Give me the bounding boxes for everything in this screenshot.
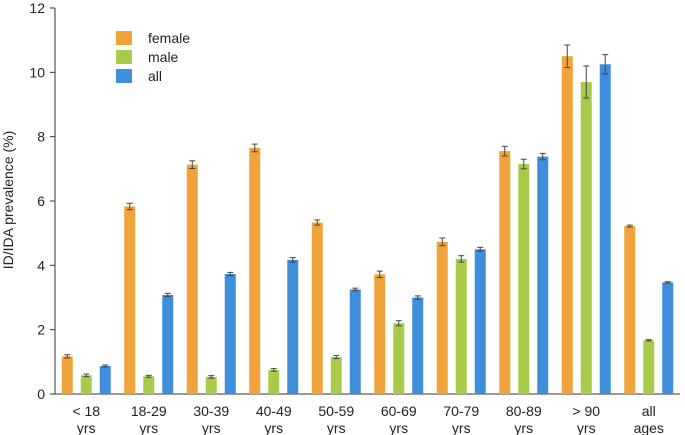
bar-all	[412, 297, 424, 394]
bar-group	[61, 354, 111, 394]
bar-all	[224, 274, 236, 394]
x-tick-label: 30-39 yrs	[193, 403, 229, 435]
chart-legend: female male all	[116, 30, 190, 84]
y-tick-label: 0	[37, 386, 45, 402]
y-tick-label: 12	[29, 0, 45, 16]
bar-group	[186, 160, 236, 394]
bar-female	[561, 56, 573, 394]
bar-group	[374, 270, 424, 394]
x-tick-label: 18-29 yrs	[131, 403, 167, 435]
x-tick-label: > 90 yrs	[572, 403, 600, 435]
bar-all	[287, 259, 299, 394]
bar-male	[268, 369, 280, 394]
bar-male	[80, 375, 92, 394]
bar-all	[537, 156, 549, 394]
y-tick-label: 6	[37, 193, 45, 209]
bar-female	[311, 222, 323, 394]
bar-female	[374, 274, 386, 394]
y-tick-label: 10	[29, 64, 45, 80]
bar-female	[436, 241, 448, 394]
bar-female	[61, 356, 73, 394]
bar-female	[186, 164, 198, 394]
x-tick-label: 40-49 yrs	[256, 403, 292, 435]
legend-label-female: female	[148, 30, 190, 46]
bar-group	[624, 224, 674, 394]
bar-group	[249, 143, 299, 394]
legend-swatch-all	[116, 69, 132, 83]
x-tick-label: all ages	[634, 403, 664, 435]
bar-male	[643, 340, 655, 394]
bar-all	[662, 282, 674, 394]
bar-male	[580, 81, 592, 394]
bar-all	[599, 64, 611, 395]
legend-label-all: all	[148, 68, 162, 84]
bar-male	[143, 376, 155, 394]
bar-group	[499, 145, 549, 394]
x-tick-label: 50-59 yrs	[318, 403, 354, 435]
legend-swatch-male	[116, 50, 132, 64]
bar-female	[499, 151, 511, 394]
y-axis-ticks: 0 2 4 6 8 10 12	[29, 0, 55, 402]
bar-female	[624, 226, 636, 394]
bar-group	[124, 202, 174, 394]
legend-label-male: male	[148, 49, 179, 65]
bar-male	[518, 164, 530, 394]
bar-all	[474, 249, 486, 394]
bar-all	[99, 366, 111, 394]
bar-all	[349, 289, 361, 394]
y-tick-label: 2	[37, 322, 45, 338]
x-tick-label: 60-69 yrs	[381, 403, 417, 435]
bar-group	[436, 237, 486, 394]
y-tick-label: 8	[37, 129, 45, 145]
bar-groups	[61, 44, 674, 395]
y-axis-label: ID/IDA prevalence (%)	[0, 131, 16, 270]
bar-group	[311, 219, 361, 394]
y-tick-label: 4	[37, 257, 45, 273]
bar-male	[455, 258, 467, 394]
x-tick-label: 80-89 yrs	[506, 403, 542, 435]
x-axis-tick-labels: < 18 yrs 18-29 yrs 30-39 yrs 40-49 yrs 50-59 yrs 6…	[72, 403, 664, 435]
bar-male	[393, 323, 405, 394]
bar-group	[561, 44, 611, 395]
x-tick-label: < 18 yrs	[72, 403, 100, 435]
x-tick-label: 70-79 yrs	[443, 403, 479, 435]
bar-male	[330, 357, 342, 394]
bar-all	[162, 294, 174, 394]
bar-male	[205, 376, 217, 394]
bar-female	[249, 147, 261, 394]
bar-female	[124, 206, 136, 394]
legend-swatch-female	[116, 31, 132, 45]
